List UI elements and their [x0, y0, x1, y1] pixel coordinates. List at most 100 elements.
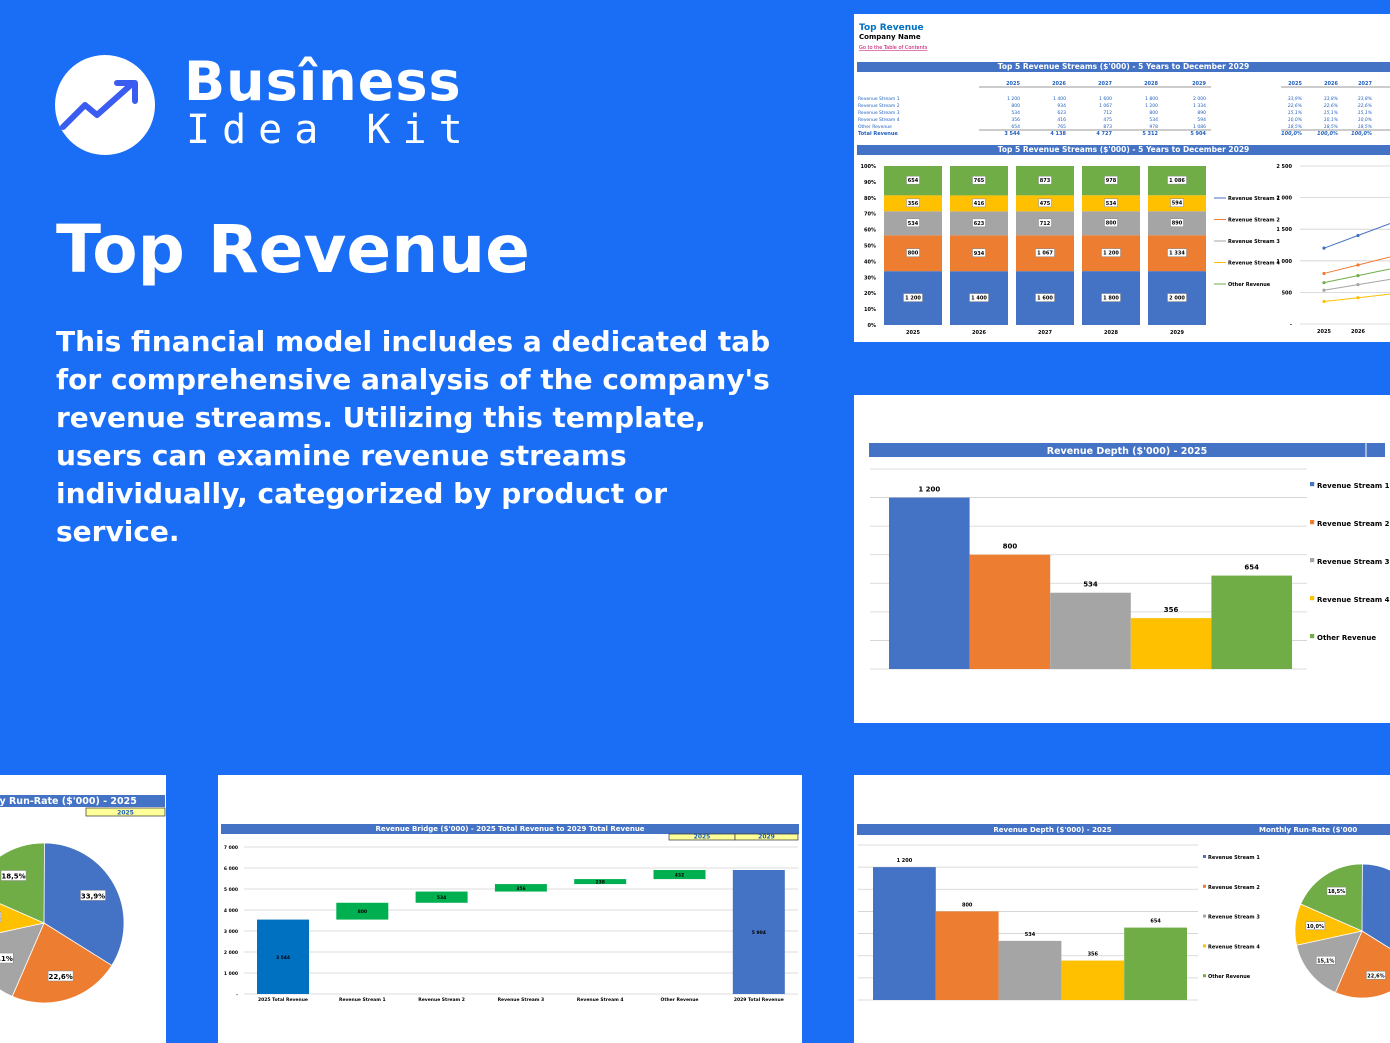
data-label: 765 [974, 178, 985, 184]
series-point [1356, 296, 1360, 300]
cell-value: 534 [1011, 110, 1020, 116]
data-label-box [0, 870, 27, 881]
page-title: Top Revenue [56, 211, 530, 288]
data-label-box [1326, 886, 1347, 896]
year-header: 2026 [1052, 81, 1066, 87]
cell-value: 1 200 [1007, 96, 1020, 102]
data-label: 534 [1025, 932, 1036, 938]
cell-value: 416 [1057, 117, 1066, 123]
y-tick: 2 000 [224, 950, 238, 956]
bar [969, 554, 1051, 669]
data-label: 1 200 [918, 486, 940, 494]
legend-label: Revenue Stream 3 [1208, 915, 1260, 921]
x-tick: Other Revenue [661, 997, 699, 1003]
cell-value: 1 067 [1099, 103, 1112, 109]
cell-value: 765 [1057, 124, 1066, 130]
cell-pct: 10,0% [1358, 117, 1372, 123]
header-title: Monthly Run-Rate ($'000) - 2025 [0, 796, 137, 807]
data-label: 356 [908, 201, 919, 207]
data-label-box [80, 890, 106, 901]
data-label-box [972, 248, 986, 258]
header-bar [857, 145, 1390, 155]
data-label-box [1170, 218, 1184, 227]
cell-value: 712 [1103, 110, 1112, 116]
toc-link[interactable]: Go to the Table of Contents [859, 45, 928, 51]
legend-swatch [1310, 482, 1315, 487]
legend-label: Revenue Stream 1 [1208, 855, 1260, 861]
data-label: 432 [675, 873, 684, 879]
legend-label: Revenue Stream 4 [1228, 261, 1280, 267]
data-label-box [1167, 175, 1187, 185]
y-tick: 0% [868, 323, 877, 329]
data-label-box [1366, 971, 1386, 980]
cell-value: 1 200 [1145, 103, 1158, 109]
y-tick: 2 500 [1276, 164, 1292, 170]
data-label-box [1167, 248, 1187, 257]
pct-year-header: 2025 [1288, 81, 1302, 87]
data-label-box [972, 218, 986, 228]
revenue-depth-panel: Revenue Depth ($'000) - 2025 1 200 800 534 3… [854, 395, 1390, 723]
cell-pct: 10,1% [1324, 117, 1338, 123]
data-label-box [1101, 248, 1121, 257]
data-label-box [1316, 956, 1336, 965]
total-value: 5 904 [1190, 131, 1206, 137]
cell-value: 1 400 [1053, 96, 1066, 102]
data-label: 800 [358, 909, 367, 915]
cell-pct: 18,5% [1358, 124, 1372, 130]
data-label: 654 [1244, 564, 1259, 572]
y-tick: 3 000 [224, 929, 238, 935]
legend-swatch [1203, 914, 1206, 918]
data-label: 1 800 [1103, 296, 1119, 302]
total-value: 3 544 [1004, 131, 1020, 137]
data-label: 22,6% [48, 973, 72, 981]
bar [1211, 575, 1292, 669]
data-label: 800 [1106, 221, 1117, 227]
cell-pct: 15,1% [1358, 110, 1372, 116]
bar [873, 867, 936, 1000]
pie-slice [11, 922, 113, 1004]
cell-value: 1 600 [1099, 96, 1112, 102]
depth-and-runrate-panel: Revenue Depth ($'000) - 2025 Monthly Run-… [854, 775, 1390, 1043]
cell-value: 534 [1149, 117, 1158, 123]
x-tick: 2029 [1170, 330, 1184, 336]
waterfall-bar [574, 879, 627, 885]
data-label-box [969, 293, 989, 302]
cell-pct: 10,0% [1288, 117, 1302, 123]
header-bar [857, 62, 1390, 72]
data-label: 475 [1040, 201, 1051, 207]
total-value: 4 727 [1096, 131, 1112, 137]
sheet-title: Top Revenue [859, 23, 924, 33]
data-label: 416 [974, 201, 985, 207]
legend-swatch [1203, 974, 1206, 978]
y-tick: 70% [864, 212, 876, 218]
total-pct: 100,0% [1281, 131, 1302, 137]
data-label-box [1101, 293, 1121, 302]
data-label-box [906, 198, 920, 208]
header-title: Monthly Run-Rate ($'000 [1259, 826, 1357, 834]
y-tick: 80% [864, 196, 876, 202]
series-point [1356, 233, 1360, 238]
data-label: 534 [1083, 581, 1098, 589]
description: This financial model includes a dedicate… [56, 325, 771, 548]
series-point [1322, 271, 1326, 276]
header-title: Top 5 Revenue Streams ($'000) - 5 Years … [998, 145, 1250, 154]
y-tick: - [1290, 322, 1292, 328]
data-label-box [1167, 293, 1187, 302]
run-rate-pie-panel: Monthly Run-Rate ($'000) - 2025 2025 33,9%… [0, 775, 166, 1043]
data-label-box [47, 970, 74, 982]
cell-value: 934 [1057, 103, 1066, 109]
top-revenue-sheet-panel: Top Revenue Company Name Go to the Table o… [854, 14, 1390, 342]
waterfall-bar [732, 870, 785, 994]
legend-label: Revenue Stream 3 [1228, 239, 1280, 245]
row-label: Revenue Stream 1 [858, 96, 900, 102]
data-label: 800 [962, 902, 973, 908]
data-label: 1 200 [1103, 251, 1119, 257]
legend-swatch [1203, 944, 1206, 948]
series-point [1322, 288, 1326, 292]
data-label-box [1104, 218, 1118, 227]
data-label-box [1035, 248, 1055, 257]
pie-slice [1334, 930, 1390, 999]
series-point [1322, 299, 1326, 304]
legend-label: Revenue Stream 1 [1228, 196, 1280, 202]
waterfall-bar [653, 870, 706, 880]
